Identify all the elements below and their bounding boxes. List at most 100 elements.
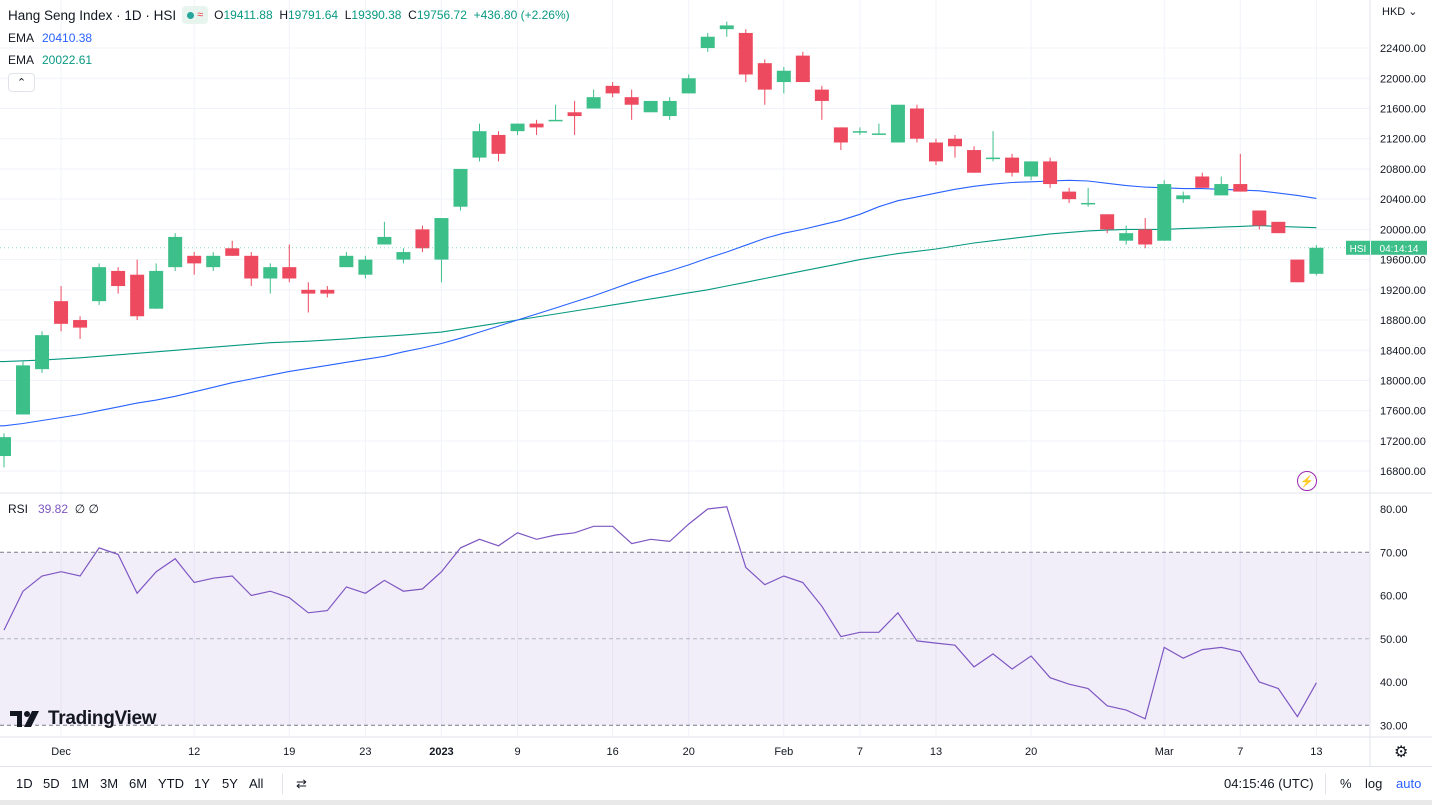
rsi-tick-label: 40.00 bbox=[1380, 677, 1408, 689]
range-5d[interactable]: 5D bbox=[43, 776, 60, 791]
candle bbox=[795, 51, 810, 83]
candle-body bbox=[244, 255, 259, 279]
candle-body bbox=[1309, 247, 1324, 274]
candle bbox=[1119, 225, 1134, 245]
candle-body bbox=[225, 248, 240, 256]
candle-body bbox=[0, 437, 11, 457]
candle-body bbox=[871, 133, 886, 135]
date-range-icon[interactable]: ⇄ bbox=[296, 776, 307, 791]
candle bbox=[415, 225, 430, 253]
toolbar-divider bbox=[282, 774, 283, 794]
auto-toggle[interactable]: auto bbox=[1396, 776, 1422, 791]
collapse-legend-button[interactable]: ⌃ bbox=[8, 73, 35, 92]
range-1m[interactable]: 1M bbox=[71, 776, 90, 791]
symbol-title[interactable]: Hang Seng Index · 1D · HSI bbox=[8, 7, 177, 23]
price-tag bbox=[1371, 240, 1427, 255]
candle bbox=[1081, 187, 1096, 207]
candle-body bbox=[339, 255, 354, 268]
time-tick-label: 20 bbox=[1025, 746, 1037, 758]
log-toggle[interactable]: log bbox=[1365, 776, 1383, 791]
rsi-legend[interactable]: RSI 39.82 ∅ ∅ bbox=[8, 502, 99, 516]
percent-toggle[interactable]: % bbox=[1340, 776, 1352, 791]
candle bbox=[0, 433, 11, 468]
ema-legend-2[interactable]: EMA 20022.61 bbox=[8, 53, 93, 67]
price-tick-label: 19200.00 bbox=[1380, 285, 1426, 297]
market-status-icon bbox=[187, 11, 195, 19]
range-6m[interactable]: 6M bbox=[129, 776, 148, 791]
chart-canvas[interactable]: 16800.00 17200.00 17600.00 18000.00 18400.00… bbox=[0, 0, 1432, 766]
candle-body bbox=[719, 25, 734, 30]
candle-body bbox=[377, 236, 392, 245]
time-tick-label: 7 bbox=[857, 746, 863, 758]
price-tick-label: 21200.00 bbox=[1380, 134, 1426, 146]
time-tick-label: 7 bbox=[1237, 746, 1243, 758]
price-tick-label: 21600.00 bbox=[1380, 104, 1426, 116]
market-status-badge[interactable]: ≈ bbox=[182, 6, 209, 24]
candle bbox=[225, 240, 240, 256]
candle-body bbox=[1233, 184, 1248, 192]
candle bbox=[567, 100, 582, 135]
range-5y[interactable]: 5Y bbox=[222, 776, 238, 791]
range-3m[interactable]: 3M bbox=[100, 776, 119, 791]
candle-body bbox=[1119, 233, 1134, 241]
tradingview-logo-icon bbox=[10, 711, 39, 727]
price-tick-label: 22400.00 bbox=[1380, 43, 1426, 55]
change-value: +436.80 (+2.26%) bbox=[473, 8, 570, 22]
candle bbox=[491, 131, 506, 162]
range-1y[interactable]: 1Y bbox=[194, 776, 210, 791]
range-1d[interactable]: 1D bbox=[16, 776, 33, 791]
candle-body bbox=[814, 89, 829, 101]
candle-body bbox=[73, 320, 88, 328]
candle bbox=[986, 131, 1001, 162]
candle-body bbox=[1081, 202, 1096, 205]
candle-body bbox=[1100, 214, 1115, 230]
candle-body bbox=[643, 100, 658, 113]
time-tick-label: 19 bbox=[283, 746, 295, 758]
candle-body bbox=[434, 218, 449, 260]
flash-icon[interactable]: ⚡ bbox=[1297, 471, 1317, 491]
candle-body bbox=[472, 131, 487, 158]
utc-clock[interactable]: 04:15:46 (UTC) bbox=[1224, 776, 1314, 791]
rsi-extra: ∅ ∅ bbox=[74, 502, 99, 516]
candle-body bbox=[320, 289, 335, 294]
range-ytd[interactable]: YTD bbox=[158, 776, 184, 791]
candle-body bbox=[586, 97, 601, 109]
candle bbox=[814, 85, 829, 120]
candle bbox=[301, 282, 316, 313]
candle-body bbox=[662, 100, 677, 117]
candle-body bbox=[415, 229, 430, 249]
time-tick-label: 9 bbox=[514, 746, 520, 758]
open-value: 19411.88 bbox=[223, 8, 273, 22]
price-tick-label: 19600.00 bbox=[1380, 255, 1426, 267]
candle-body bbox=[776, 70, 791, 83]
candle bbox=[92, 263, 107, 305]
candle bbox=[73, 316, 88, 339]
candle-body bbox=[16, 365, 31, 415]
price-tick-label: 18800.00 bbox=[1380, 315, 1426, 327]
candle bbox=[1157, 180, 1172, 241]
candle bbox=[1233, 153, 1248, 192]
candle bbox=[396, 248, 411, 264]
candle bbox=[1176, 191, 1191, 203]
currency-selector[interactable]: HKD ⌄ bbox=[1382, 6, 1418, 18]
price-tick-label: 17200.00 bbox=[1380, 436, 1426, 448]
candle-body bbox=[453, 168, 468, 207]
symbol-tag-text: HSI bbox=[1350, 244, 1367, 255]
candle bbox=[244, 252, 259, 287]
candle bbox=[130, 259, 145, 321]
candle bbox=[453, 168, 468, 211]
candle bbox=[1062, 187, 1077, 203]
candle bbox=[263, 263, 278, 294]
candle-body bbox=[833, 127, 848, 143]
price-tick-label: 17600.00 bbox=[1380, 406, 1426, 418]
range-all[interactable]: All bbox=[249, 776, 264, 791]
settings-gear-icon[interactable]: ⚙ bbox=[1394, 744, 1409, 761]
low-value: 19390.38 bbox=[351, 8, 402, 22]
ema-legend-1[interactable]: EMA 20410.38 bbox=[8, 31, 93, 45]
candle bbox=[54, 286, 69, 332]
candle-body bbox=[1214, 184, 1229, 196]
candle bbox=[1005, 153, 1020, 177]
price-tick-label: 22000.00 bbox=[1380, 73, 1426, 85]
candle-body bbox=[567, 112, 582, 117]
candle bbox=[434, 218, 449, 283]
